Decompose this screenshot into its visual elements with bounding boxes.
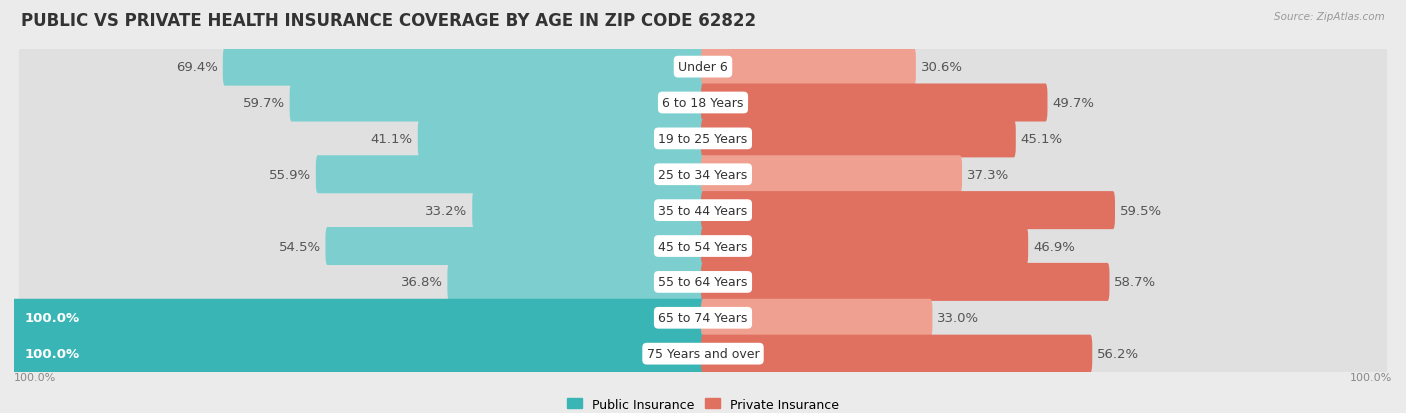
Text: 41.1%: 41.1% — [371, 133, 413, 145]
Text: 35 to 44 Years: 35 to 44 Years — [658, 204, 748, 217]
Text: 65 to 74 Years: 65 to 74 Years — [658, 311, 748, 325]
FancyBboxPatch shape — [18, 222, 1388, 271]
FancyBboxPatch shape — [418, 120, 704, 158]
FancyBboxPatch shape — [18, 186, 1388, 235]
FancyBboxPatch shape — [702, 192, 1115, 230]
FancyBboxPatch shape — [702, 156, 962, 194]
Text: 100.0%: 100.0% — [24, 311, 80, 325]
Text: 49.7%: 49.7% — [1052, 97, 1094, 110]
FancyBboxPatch shape — [702, 120, 1015, 158]
FancyBboxPatch shape — [18, 114, 1388, 164]
FancyBboxPatch shape — [13, 299, 704, 337]
Text: 59.5%: 59.5% — [1119, 204, 1161, 217]
Text: 30.6%: 30.6% — [921, 61, 963, 74]
Text: 33.2%: 33.2% — [425, 204, 467, 217]
Text: 100.0%: 100.0% — [14, 372, 56, 382]
FancyBboxPatch shape — [325, 228, 704, 266]
FancyBboxPatch shape — [290, 84, 704, 122]
FancyBboxPatch shape — [222, 48, 704, 86]
FancyBboxPatch shape — [702, 228, 1028, 266]
FancyBboxPatch shape — [702, 299, 932, 337]
Text: 59.7%: 59.7% — [243, 97, 285, 110]
Text: 36.8%: 36.8% — [401, 276, 443, 289]
Text: 37.3%: 37.3% — [967, 169, 1010, 181]
Text: 55 to 64 Years: 55 to 64 Years — [658, 276, 748, 289]
FancyBboxPatch shape — [18, 150, 1388, 199]
Text: Under 6: Under 6 — [678, 61, 728, 74]
FancyBboxPatch shape — [13, 335, 704, 373]
Legend: Public Insurance, Private Insurance: Public Insurance, Private Insurance — [567, 398, 839, 411]
FancyBboxPatch shape — [702, 263, 1109, 301]
Text: 25 to 34 Years: 25 to 34 Years — [658, 169, 748, 181]
Text: 69.4%: 69.4% — [176, 61, 218, 74]
Text: 33.0%: 33.0% — [938, 311, 980, 325]
FancyBboxPatch shape — [316, 156, 704, 194]
FancyBboxPatch shape — [18, 293, 1388, 343]
Text: 56.2%: 56.2% — [1097, 347, 1139, 360]
FancyBboxPatch shape — [702, 335, 1092, 373]
FancyBboxPatch shape — [18, 43, 1388, 92]
FancyBboxPatch shape — [702, 84, 1047, 122]
Text: 45.1%: 45.1% — [1021, 133, 1063, 145]
FancyBboxPatch shape — [702, 48, 915, 86]
FancyBboxPatch shape — [18, 329, 1388, 378]
FancyBboxPatch shape — [18, 258, 1388, 307]
FancyBboxPatch shape — [447, 263, 704, 301]
Text: PUBLIC VS PRIVATE HEALTH INSURANCE COVERAGE BY AGE IN ZIP CODE 62822: PUBLIC VS PRIVATE HEALTH INSURANCE COVER… — [21, 12, 756, 30]
Text: 19 to 25 Years: 19 to 25 Years — [658, 133, 748, 145]
FancyBboxPatch shape — [18, 78, 1388, 128]
Text: 100.0%: 100.0% — [1350, 372, 1392, 382]
Text: 58.7%: 58.7% — [1115, 276, 1156, 289]
Text: 46.9%: 46.9% — [1033, 240, 1074, 253]
Text: 75 Years and over: 75 Years and over — [647, 347, 759, 360]
Text: 55.9%: 55.9% — [269, 169, 311, 181]
Text: 54.5%: 54.5% — [278, 240, 321, 253]
FancyBboxPatch shape — [472, 192, 704, 230]
Text: 6 to 18 Years: 6 to 18 Years — [662, 97, 744, 110]
Text: Source: ZipAtlas.com: Source: ZipAtlas.com — [1274, 12, 1385, 22]
Text: 45 to 54 Years: 45 to 54 Years — [658, 240, 748, 253]
Text: 100.0%: 100.0% — [24, 347, 80, 360]
